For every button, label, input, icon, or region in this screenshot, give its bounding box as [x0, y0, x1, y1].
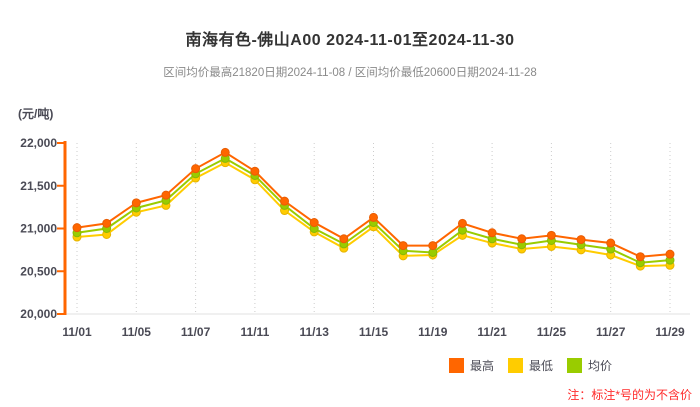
svg-text:11/01: 11/01: [62, 325, 92, 339]
legend-swatch-low-icon: [507, 358, 523, 373]
legend-item-avg: 均价: [566, 357, 612, 374]
svg-text:22,000: 22,000: [20, 136, 57, 150]
svg-text:11/07: 11/07: [181, 325, 211, 339]
svg-text:11/15: 11/15: [359, 325, 389, 339]
svg-text:11/29: 11/29: [655, 325, 685, 339]
y-axis-unit-label: (元/吨): [18, 107, 54, 121]
svg-text:11/21: 11/21: [477, 325, 507, 339]
svg-text:11/19: 11/19: [418, 325, 448, 339]
svg-text:20,000: 20,000: [20, 307, 57, 321]
svg-text:11/05: 11/05: [122, 325, 152, 339]
svg-text:11/27: 11/27: [596, 325, 626, 339]
legend-label-high: 最高: [469, 359, 494, 373]
legend-swatch-avg-icon: [566, 358, 582, 373]
svg-text:21,500: 21,500: [20, 179, 57, 193]
legend-label-avg: 均价: [587, 359, 612, 373]
svg-text:11/25: 11/25: [537, 325, 567, 339]
svg-text:20,500: 20,500: [20, 264, 57, 278]
legend-item-low: 最低: [507, 357, 553, 374]
legend-item-high: 最高: [448, 357, 494, 374]
legend-label-low: 最低: [528, 359, 553, 373]
legend: 最高 最低 均价: [448, 357, 612, 374]
footnote: 注：标注*号的为不含价: [567, 388, 692, 402]
chart-title: 南海有色-佛山A00 2024-11-01至2024-11-30: [185, 32, 515, 49]
svg-text:11/13: 11/13: [300, 325, 330, 339]
svg-text:11/11: 11/11: [241, 325, 270, 339]
svg-text:21,000: 21,000: [20, 222, 57, 236]
legend-swatch-high-icon: [448, 358, 464, 373]
chart-subtitle: 区间均价最高21820日期2024-11-08 / 区间均价最低20600日期2…: [163, 67, 537, 79]
